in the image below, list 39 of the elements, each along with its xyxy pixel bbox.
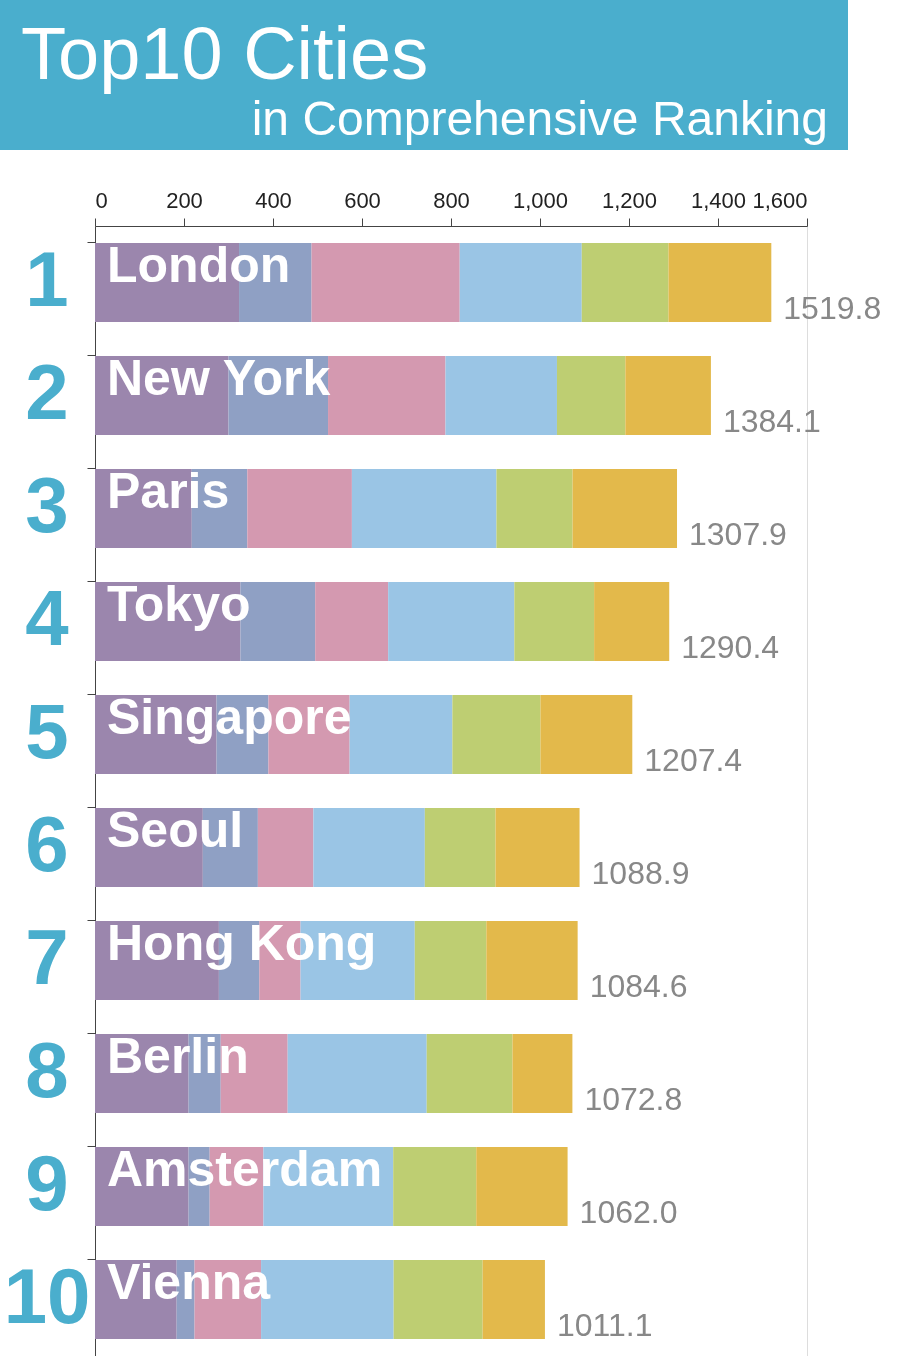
y-tick-label: Paris bbox=[107, 462, 230, 519]
y-tick-label: Singapore bbox=[107, 688, 352, 745]
text: 3 bbox=[25, 460, 69, 549]
text: 2 bbox=[25, 347, 69, 436]
text: 1 bbox=[25, 234, 69, 323]
y-tick-label: Tokyo bbox=[107, 575, 251, 632]
x-tick-label: 0 bbox=[95, 187, 108, 213]
total-label: 1384.1 bbox=[722, 402, 821, 439]
text: 8 bbox=[25, 1025, 69, 1114]
total-label: 1207.4 bbox=[644, 741, 743, 778]
x-tick-label: 600 bbox=[344, 187, 381, 213]
x-tick-label: 1,400 bbox=[690, 187, 747, 213]
y-tick-label: Vienna bbox=[107, 1253, 272, 1310]
total-label: 1307.9 bbox=[689, 515, 787, 552]
chart-subtitle: in Comprehensive Ranking bbox=[251, 92, 828, 145]
x-tick-label: 200 bbox=[166, 187, 203, 213]
total-label: 1084.6 bbox=[589, 967, 688, 1004]
text: 6 bbox=[25, 799, 69, 888]
total-label: 1011.1 bbox=[556, 1306, 653, 1343]
text: 5 bbox=[25, 686, 69, 775]
total-label: 1072.8 bbox=[584, 1080, 683, 1117]
text: 7 bbox=[25, 912, 69, 1001]
x-tick-label: 1,600 bbox=[752, 187, 808, 213]
y-tick-label: Berlin bbox=[107, 1027, 249, 1084]
text: 10 bbox=[3, 1251, 91, 1340]
y-tick-label: London bbox=[107, 236, 291, 293]
total-label: 1519.8 bbox=[783, 289, 882, 326]
text: 9 bbox=[25, 1138, 69, 1227]
x-tick-label: 1,200 bbox=[601, 187, 658, 213]
y-tick-label: Seoul bbox=[107, 801, 244, 858]
total-label: 1290.4 bbox=[681, 628, 780, 665]
x-tick-label: 400 bbox=[255, 187, 292, 213]
x-tick-label: 800 bbox=[433, 187, 470, 213]
x-tick-label: 1,000 bbox=[512, 187, 569, 213]
text: 4 bbox=[25, 573, 69, 662]
chart-title: Top10 Cities bbox=[21, 12, 429, 95]
total-label: 1088.9 bbox=[591, 854, 690, 891]
total-label: 1062.0 bbox=[579, 1193, 678, 1230]
y-tick-label: Amsterdam bbox=[107, 1140, 383, 1197]
